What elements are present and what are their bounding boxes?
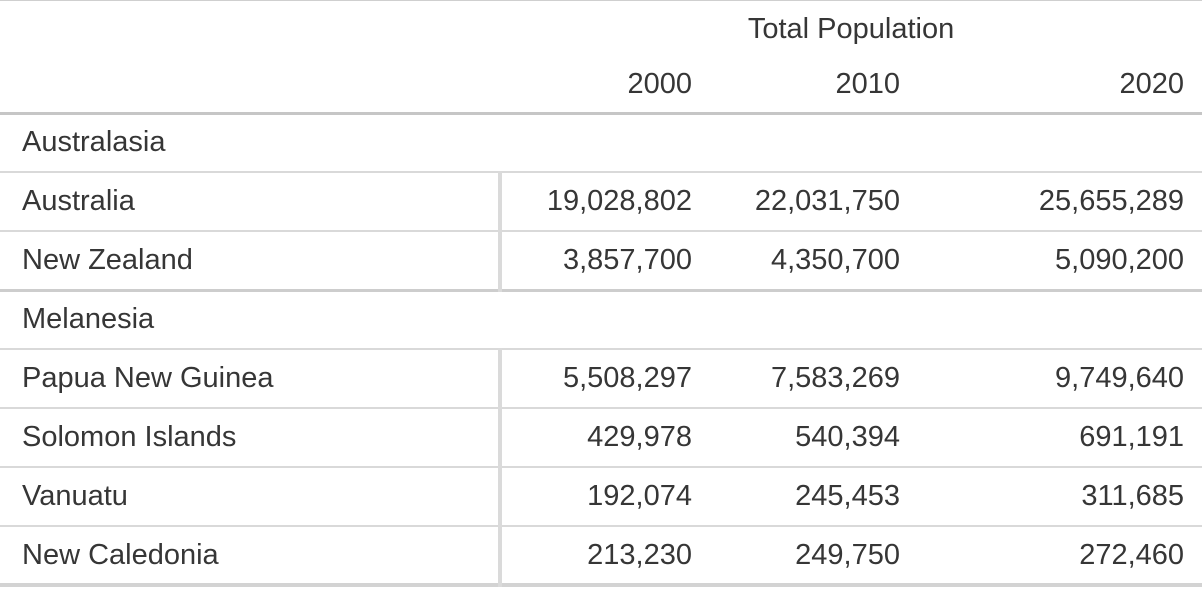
value-2020: 25,655,289 (1038, 185, 1185, 217)
table-row-vanuatu: Vanuatu 192,074 245,453 311,685 (0, 467, 1202, 526)
table-row-papua-new-guinea: Papua New Guinea 5,508,297 7,583,269 9,7… (0, 349, 1202, 408)
value-2010: 4,350,700 (770, 243, 900, 276)
value-2000: 213,230 (587, 538, 692, 571)
country-name: Vanuatu (0, 467, 502, 526)
country-name: Solomon Islands (0, 408, 502, 467)
value-2000: 19,028,802 (546, 185, 692, 217)
value-2010: 245,453 (795, 480, 900, 512)
value-2020: 272,460 (1079, 538, 1185, 571)
value-2020: 9,749,640 (1055, 362, 1185, 394)
country-name: New Zealand (0, 231, 502, 290)
section-label: Australasia (22, 126, 166, 159)
column-header-2010: 2010 (835, 67, 900, 100)
table-row-new-caledonia: New Caledonia 213,230 249,750 272,460 (0, 526, 1202, 585)
value-2010: 249,750 (795, 538, 900, 571)
value-2010: 22,031,750 (754, 185, 900, 217)
value-2010: 7,583,269 (770, 362, 900, 394)
column-header-2000: 2000 (627, 67, 692, 100)
value-2000: 3,857,700 (562, 243, 692, 276)
table-row-new-zealand: New Zealand 3,857,700 4,350,700 5,090,20… (0, 231, 1202, 290)
country-name: Papua New Guinea (0, 349, 502, 408)
section-row-australasia: Australasia (0, 113, 1202, 172)
value-2000: 5,508,297 (562, 362, 692, 394)
section-row-melanesia: Melanesia (0, 290, 1202, 349)
value-2000: 429,978 (587, 421, 692, 453)
table-row-australia: Australia 19,028,802 22,031,750 25,655,2… (0, 172, 1202, 231)
value-2000: 192,074 (587, 480, 692, 512)
value-2020: 691,191 (1079, 421, 1185, 453)
column-header-2020: 2020 (1119, 67, 1185, 100)
table-row-solomon-islands: Solomon Islands 429,978 540,394 691,191 (0, 408, 1202, 467)
value-2020: 5,090,200 (1055, 243, 1185, 276)
value-2020: 311,685 (1081, 480, 1185, 512)
value-2010: 540,394 (795, 421, 900, 453)
country-name: New Caledonia (0, 526, 502, 585)
year-header-row: 2000 2010 2020 (0, 57, 1202, 113)
country-name: Australia (0, 172, 502, 231)
table-title-row: Total Population (0, 1, 1202, 57)
year-spacer-cell (0, 57, 500, 113)
table-title: Total Population (747, 12, 955, 45)
title-spacer-cell (0, 1, 500, 57)
section-label: Melanesia (22, 303, 155, 336)
